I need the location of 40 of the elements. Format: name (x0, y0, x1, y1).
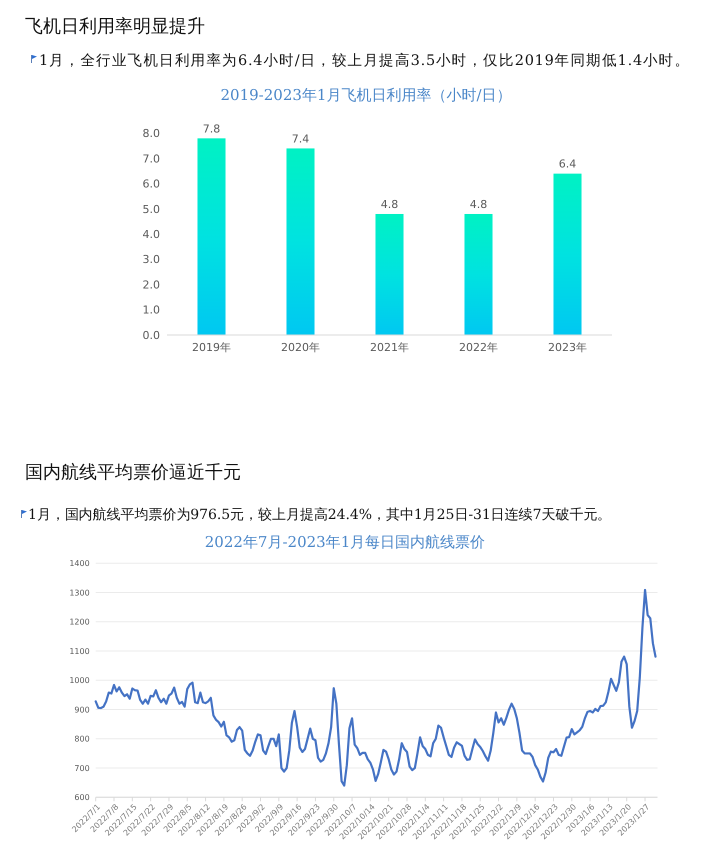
y-tick-label: 600 (74, 793, 90, 802)
y-tick-label: 1000 (69, 676, 90, 686)
bar (553, 174, 582, 335)
bar (286, 148, 315, 335)
data-label: 4.8 (470, 198, 488, 211)
y-tick-label: 0.0 (142, 328, 160, 342)
x-tick-label: 2021年 (370, 341, 409, 354)
data-label: 4.8 (380, 198, 398, 211)
text: 飞机日利用率明显提升 (25, 16, 205, 37)
bar (464, 214, 493, 335)
text: 1月，全行业飞机日利用率为6.4小时/日，较上月提高3.5小时，仅比2019年同期低1.4小时。 (39, 52, 690, 69)
line-series (94, 588, 657, 787)
x-tick-label: 2019年 (192, 341, 231, 354)
text: 1月，国内航线平均票价为976.5元，较上月提高24.4%，其中1月25日-31日连续7天破千元。 (28, 507, 612, 523)
data-label: 7.4 (292, 132, 310, 146)
x-tick-label: 2023年 (548, 341, 587, 354)
y-tick-label: 1300 (69, 588, 90, 598)
y-tick-label: 7.0 (142, 152, 160, 166)
y-tick-label: 3.0 (142, 253, 160, 266)
bar (197, 138, 226, 335)
y-tick-label: 800 (74, 734, 90, 744)
data-label: 6.4 (558, 158, 576, 171)
x-tick-label: 2022年 (459, 341, 498, 354)
y-tick-label: 5.0 (142, 202, 160, 216)
text: 国内航线平均票价逼近千元 (25, 462, 241, 483)
y-tick-label: 1400 (69, 559, 90, 568)
chart-title: 2019-2023年1月飞机日利用率（小时/日） (220, 86, 512, 104)
y-tick-label: 8.0 (142, 127, 160, 140)
y-tick-label: 1.0 (142, 304, 160, 317)
y-tick-label: 1100 (69, 646, 90, 656)
y-tick-label: 1200 (69, 618, 90, 627)
y-tick-label: 4.0 (142, 228, 160, 241)
bar (375, 214, 404, 335)
y-tick-label: 700 (74, 764, 90, 773)
y-tick-label: 900 (74, 705, 90, 714)
y-tick-label: 6.0 (142, 178, 160, 191)
x-tick-label: 2020年 (281, 341, 320, 354)
data-label: 7.8 (202, 122, 220, 136)
y-tick-label: 2.0 (142, 278, 160, 292)
chart-title: 2022年7月-2023年1月每日国内航线票价 (204, 533, 486, 551)
